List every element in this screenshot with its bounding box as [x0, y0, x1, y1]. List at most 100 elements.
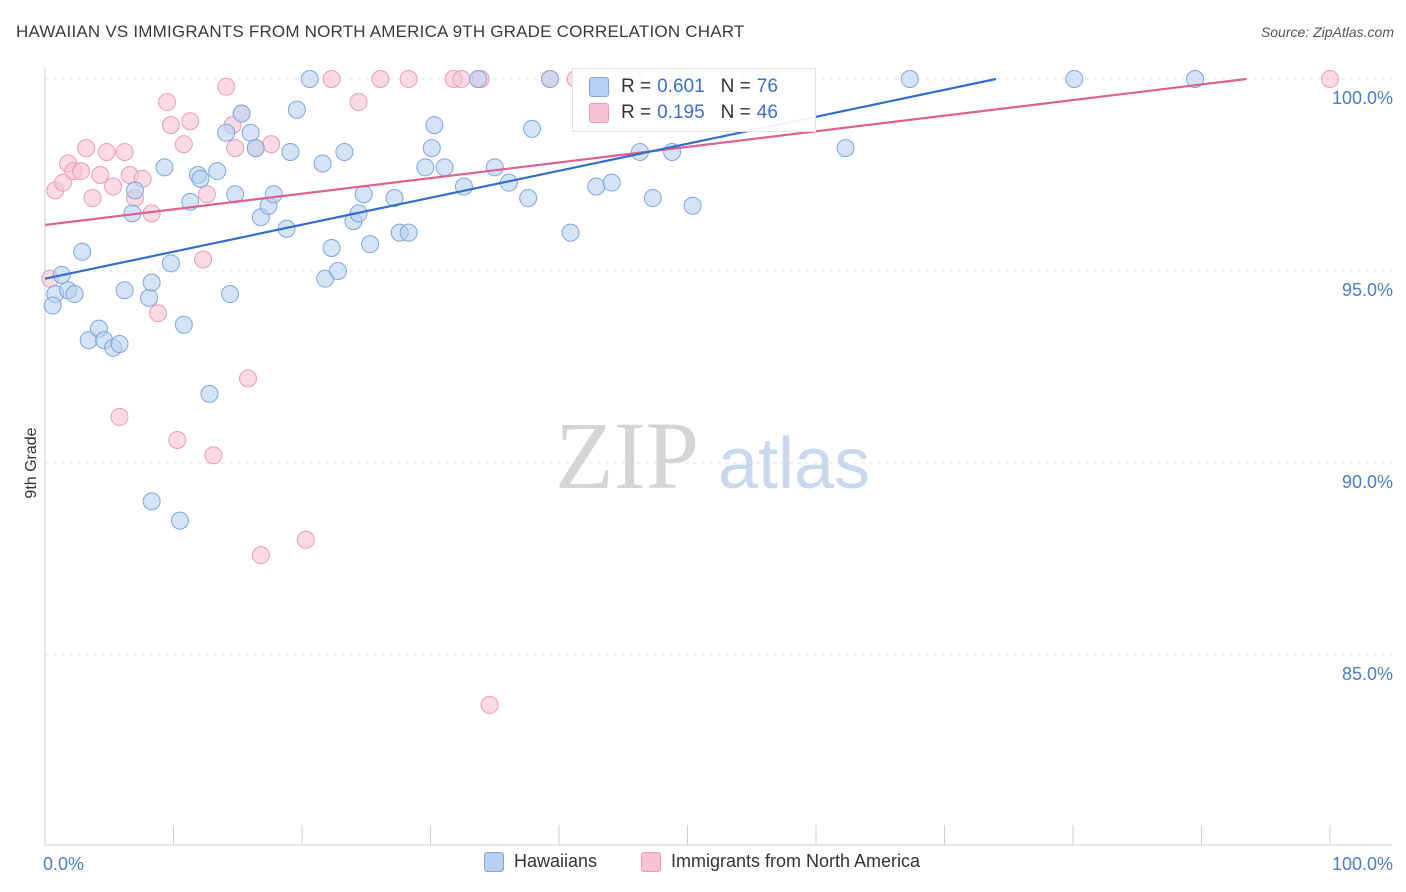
point-hawaiians: [73, 242, 92, 261]
point-hawaiians: [161, 254, 180, 273]
point-immigrants: [149, 304, 168, 323]
point-immigrants: [239, 369, 258, 388]
point-immigrants: [371, 70, 390, 88]
bottom-legend-immigrants: Immigrants from North America: [641, 851, 920, 872]
point-immigrants: [174, 135, 193, 154]
watermark: ZIP atlas: [555, 402, 870, 509]
point-hawaiians: [435, 158, 454, 177]
point-hawaiians: [110, 334, 129, 353]
point-immigrants: [1321, 70, 1339, 88]
chart-source: Source: ZipAtlas.com: [1260, 24, 1394, 40]
point-immigrants: [197, 185, 216, 204]
point-hawaiians: [142, 492, 161, 511]
point-immigrants: [77, 139, 96, 158]
point-hawaiians: [232, 104, 251, 123]
point-hawaiians: [1186, 70, 1205, 88]
legend-r-value: 0.195: [657, 102, 705, 123]
point-immigrants: [158, 93, 177, 112]
y-tick-label: 85.0%: [1342, 664, 1393, 684]
point-immigrants: [115, 142, 134, 161]
point-immigrants: [168, 430, 187, 449]
point-hawaiians: [140, 288, 159, 307]
gridlines: [45, 78, 1392, 656]
point-hawaiians: [519, 189, 538, 208]
legend-swatch-hawaiians: [589, 77, 609, 97]
point-hawaiians: [125, 181, 144, 200]
point-hawaiians: [900, 70, 919, 88]
x-tick-label: 0.0%: [43, 854, 84, 874]
point-hawaiians: [602, 173, 621, 192]
point-hawaiians: [425, 116, 444, 135]
point-hawaiians: [241, 123, 260, 142]
point-hawaiians: [287, 100, 306, 119]
legend-n-value: 76: [756, 76, 778, 97]
point-hawaiians: [170, 511, 189, 530]
trend-line-hawaiians: [44, 77, 997, 280]
bottom-legend: Hawaiians Immigrants from North America: [0, 851, 1406, 877]
legend-row-hawaiians: R = 0.601 N = 76: [589, 75, 784, 99]
point-hawaiians: [155, 158, 174, 177]
point-hawaiians: [643, 189, 662, 208]
point-immigrants: [110, 407, 129, 426]
legend-n-label: N =: [720, 102, 751, 123]
legend-r-label: R =: [621, 102, 652, 123]
y-tick-label: 100.0%: [1332, 88, 1393, 108]
y-tick-label: 90.0%: [1342, 472, 1393, 492]
point-hawaiians: [322, 238, 341, 257]
point-immigrants: [53, 173, 72, 192]
point-hawaiians: [300, 70, 319, 88]
point-immigrants: [104, 177, 123, 196]
point-hawaiians: [221, 285, 240, 304]
point-hawaiians: [485, 158, 504, 177]
point-hawaiians: [354, 185, 373, 204]
legend-swatch-immigrants: [589, 103, 609, 123]
point-hawaiians: [217, 123, 236, 142]
point-hawaiians: [385, 189, 404, 208]
point-immigrants: [194, 250, 213, 269]
point-immigrants: [251, 546, 270, 565]
point-hawaiians: [416, 158, 435, 177]
legend-r-value: 0.601: [657, 76, 705, 97]
point-hawaiians: [587, 177, 606, 196]
point-hawaiians: [174, 315, 193, 334]
point-immigrants: [452, 70, 471, 88]
legend: R = 0.601 N = 76 R = 0.195 N = 46: [572, 68, 816, 132]
point-hawaiians: [328, 262, 347, 280]
point-immigrants: [71, 162, 90, 181]
bottom-legend-swatch-hawaiians: [484, 851, 504, 872]
point-immigrants: [480, 695, 499, 714]
point-immigrants: [217, 77, 236, 96]
point-hawaiians: [422, 139, 441, 158]
point-hawaiians: [361, 235, 380, 254]
point-immigrants: [349, 93, 368, 112]
trend-lines: [44, 77, 1247, 280]
point-hawaiians: [399, 223, 418, 242]
point-immigrants: [97, 142, 116, 161]
bottom-legend-label-hawaiians: Hawaiians: [514, 851, 598, 871]
point-hawaiians: [1065, 70, 1084, 88]
point-hawaiians: [683, 196, 702, 215]
legend-n-label: N =: [720, 76, 751, 97]
point-hawaiians: [246, 139, 265, 158]
legend-n-value: 46: [756, 102, 778, 123]
point-immigrants: [226, 139, 245, 158]
point-immigrants: [181, 112, 200, 131]
point-hawaiians: [313, 154, 332, 173]
bottom-legend-swatch-immigrants: [641, 851, 661, 872]
point-hawaiians: [335, 142, 354, 161]
point-hawaiians: [281, 142, 300, 161]
bottom-legend-hawaiians: Hawaiians: [484, 851, 597, 872]
point-immigrants: [161, 116, 180, 135]
point-immigrants: [83, 189, 102, 208]
point-hawaiians: [469, 70, 488, 88]
bottom-legend-label-immigrants: Immigrants from North America: [671, 851, 921, 871]
point-immigrants: [91, 166, 110, 184]
y-tick-label: 95.0%: [1342, 280, 1393, 300]
y-axis-label: 9th Grade: [23, 427, 40, 498]
watermark-zip: ZIP: [555, 402, 699, 509]
axes: [44, 68, 1392, 846]
series-immigrants-points: [41, 70, 1339, 714]
point-immigrants: [399, 70, 418, 88]
legend-r-label: R =: [621, 76, 652, 97]
